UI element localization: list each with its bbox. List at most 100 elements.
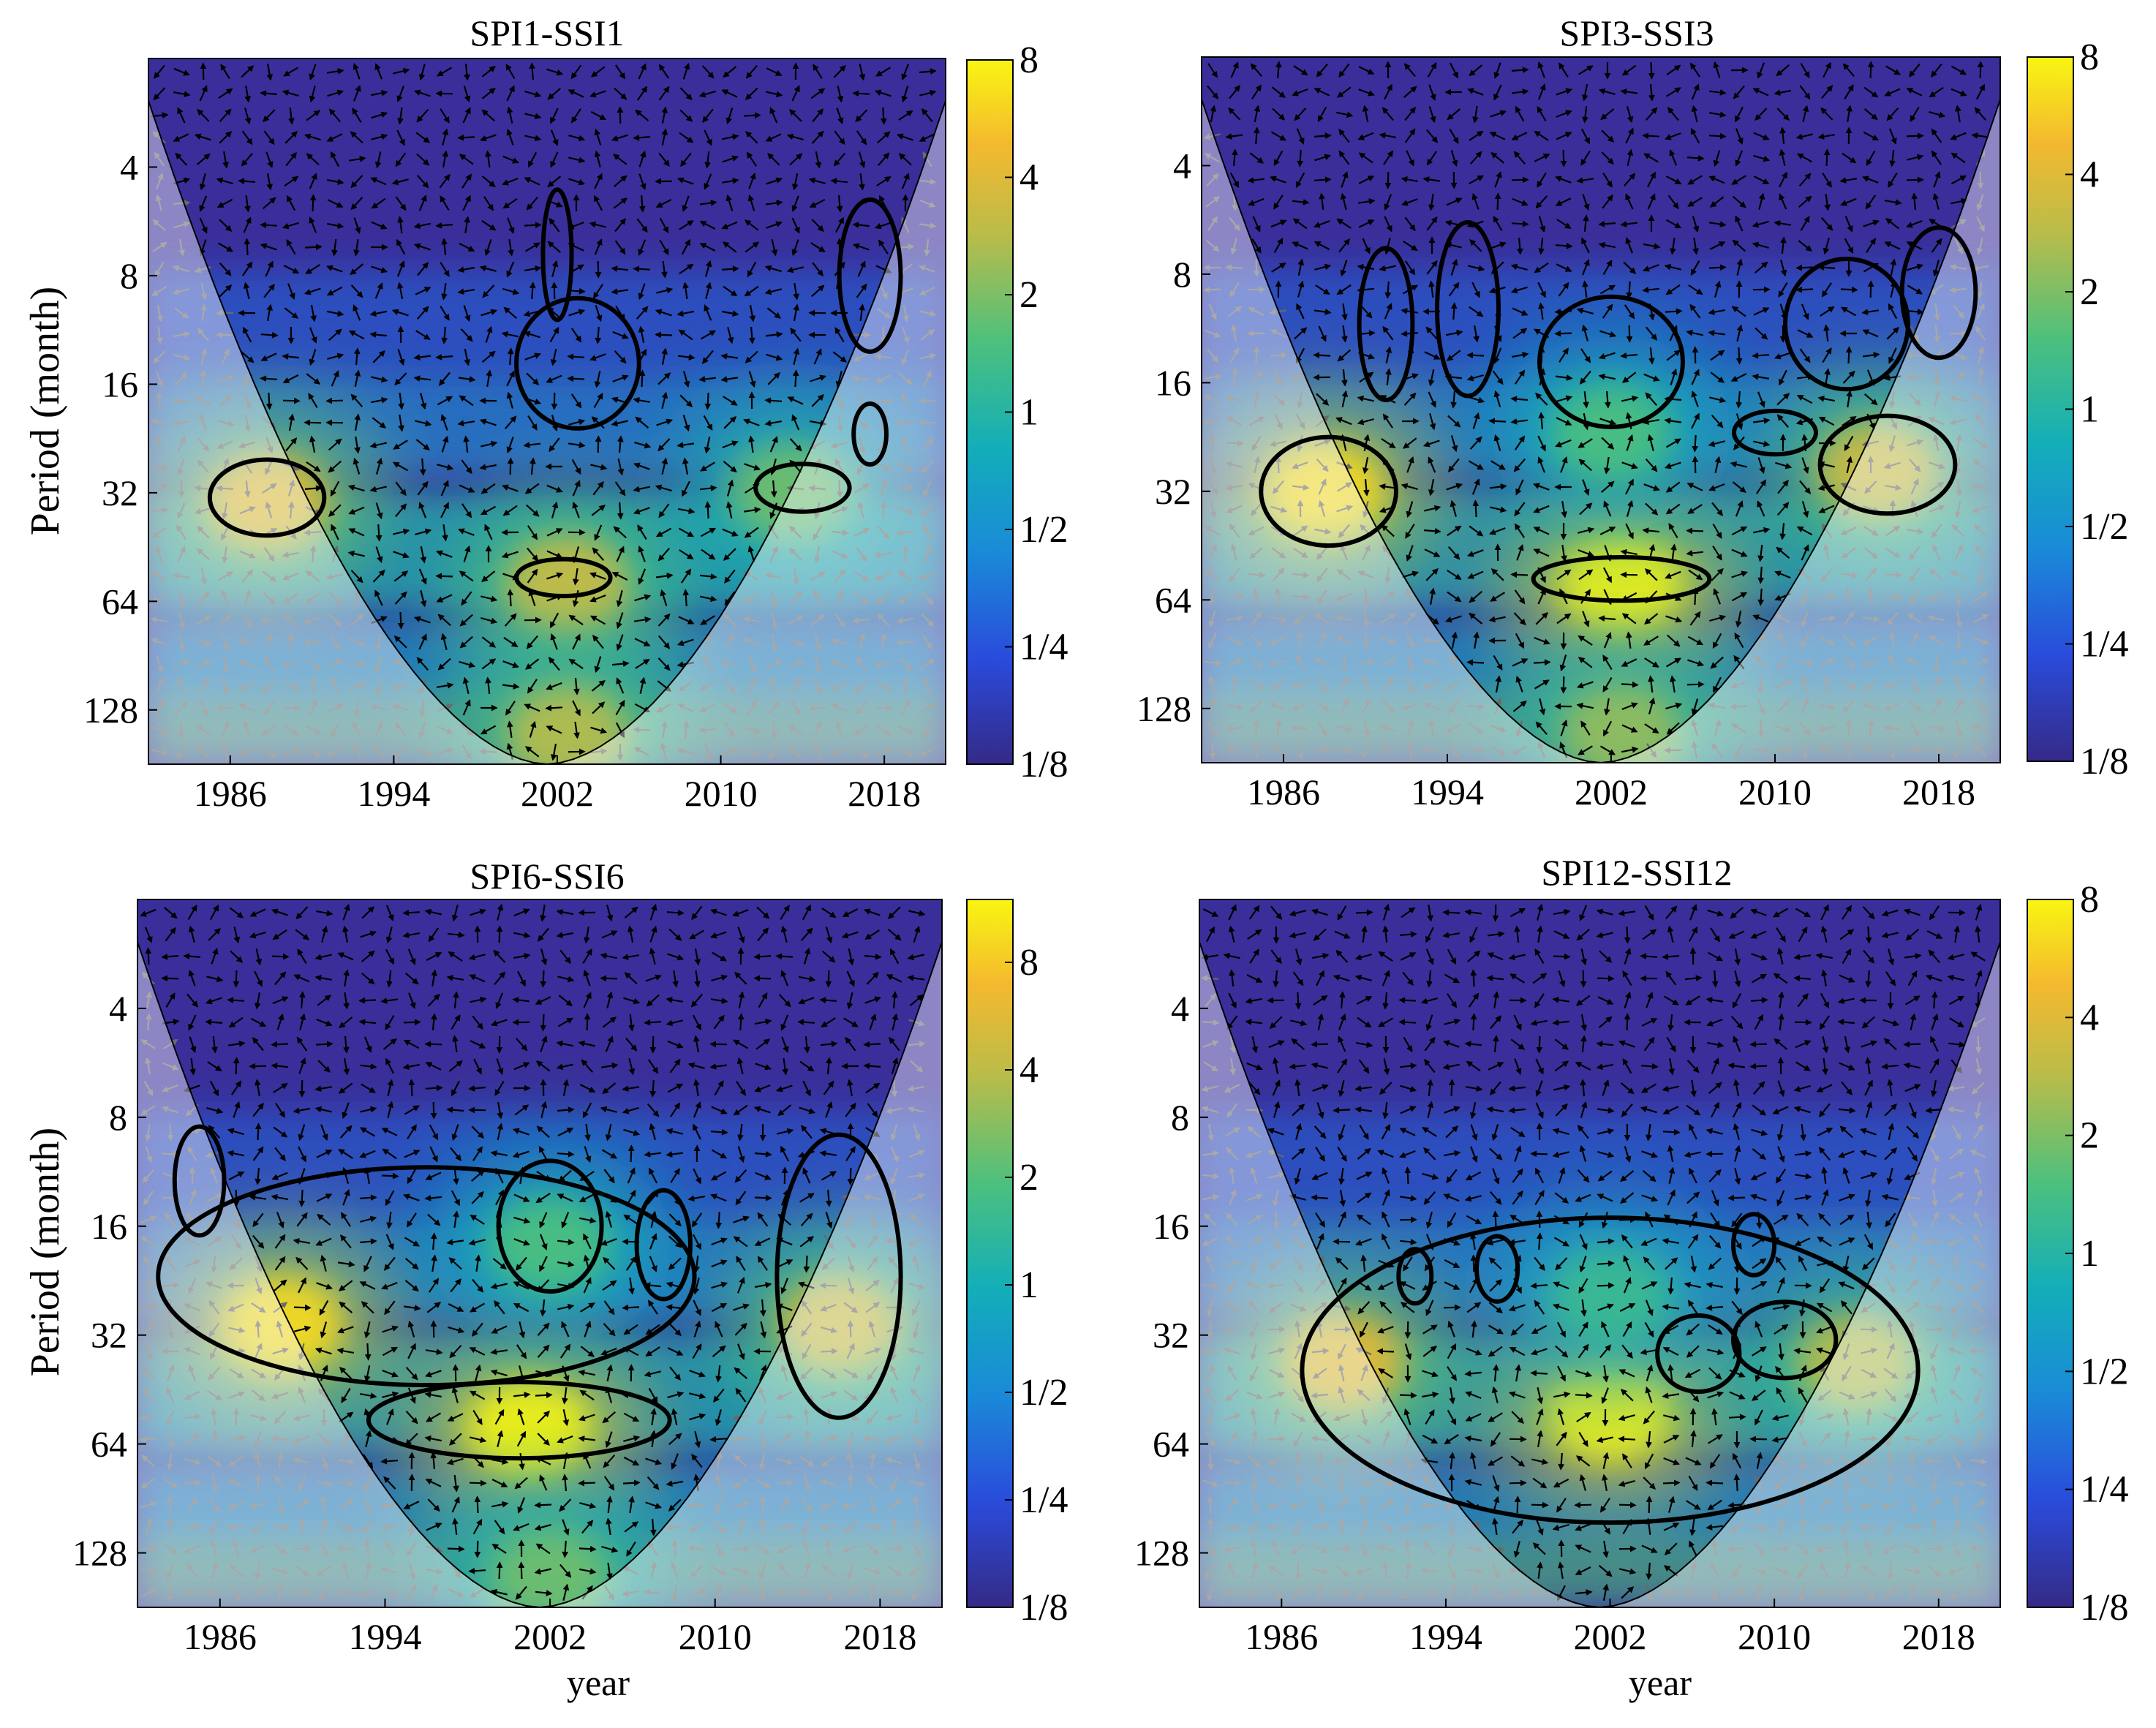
phase-arrow bbox=[765, 133, 782, 142]
phase-arrow bbox=[835, 216, 844, 233]
phase-arrow bbox=[638, 195, 646, 213]
phase-arrow bbox=[570, 64, 582, 80]
phase-arrow bbox=[1686, 681, 1705, 688]
phase-arrow bbox=[375, 524, 382, 542]
phase-arrow bbox=[1466, 352, 1485, 359]
phase-arrow bbox=[196, 153, 211, 165]
phase-arrow bbox=[534, 1501, 552, 1509]
phase-arrow bbox=[155, 194, 162, 211]
phase-arrow bbox=[874, 89, 892, 97]
phase-arrow bbox=[540, 1014, 547, 1032]
phase-arrow bbox=[676, 177, 694, 185]
phase-arrow bbox=[1708, 264, 1727, 271]
phase-arrow bbox=[266, 173, 274, 191]
phase-arrow bbox=[1903, 1041, 1921, 1048]
phase-arrow bbox=[617, 106, 624, 124]
panel-title: SPI12-SSI12 bbox=[1541, 852, 1732, 893]
phase-arrow bbox=[836, 107, 844, 125]
phase-arrow bbox=[481, 109, 496, 122]
phase-arrow bbox=[1735, 347, 1743, 365]
phase-arrow bbox=[154, 151, 165, 167]
phase-arrow bbox=[199, 195, 208, 212]
phase-arrow bbox=[1554, 330, 1572, 337]
phase-arrow bbox=[788, 108, 802, 122]
y-tick-label: 32 bbox=[102, 472, 138, 513]
phase-arrow bbox=[786, 133, 804, 140]
x-tick-label: 1994 bbox=[348, 1616, 421, 1657]
phase-arrow bbox=[241, 152, 254, 167]
phase-arrow bbox=[1376, 1348, 1395, 1355]
phase-arrow bbox=[833, 64, 846, 78]
phase-arrow bbox=[309, 173, 317, 189]
phase-arrow bbox=[704, 129, 712, 146]
phase-arrow bbox=[1867, 280, 1874, 298]
phase-arrow bbox=[1531, 1501, 1549, 1509]
phase-arrow bbox=[571, 108, 581, 124]
phase-arrow bbox=[306, 110, 321, 121]
phase-arrow bbox=[440, 108, 450, 124]
phase-arrow bbox=[199, 85, 208, 102]
phase-arrow bbox=[175, 152, 188, 166]
phase-arrow bbox=[746, 151, 758, 167]
colorbar-tick-label: 1/8 bbox=[2080, 741, 2128, 782]
x-tick-label: 1986 bbox=[184, 1616, 257, 1657]
phase-arrow bbox=[161, 975, 179, 982]
phase-arrow bbox=[263, 109, 276, 123]
phase-arrow bbox=[328, 108, 341, 123]
phase-arrow bbox=[479, 134, 497, 142]
phase-arrow bbox=[921, 108, 933, 123]
phase-arrow bbox=[747, 194, 755, 211]
phase-arrow bbox=[622, 1479, 641, 1487]
phase-arrow bbox=[765, 200, 783, 206]
phase-arrow bbox=[435, 222, 453, 229]
x-tick-label: 2010 bbox=[1738, 771, 1812, 812]
colorbar-tick-label: 8 bbox=[2080, 37, 2099, 78]
phase-arrow bbox=[1867, 61, 1874, 79]
phase-arrow bbox=[898, 110, 913, 121]
phase-arrow bbox=[327, 89, 344, 97]
phase-arrow bbox=[622, 1304, 640, 1311]
phase-arrow bbox=[216, 198, 233, 208]
x-tick-label: 2010 bbox=[1738, 1616, 1811, 1657]
phase-arrow bbox=[589, 221, 606, 228]
y-tick-label: 16 bbox=[1153, 1206, 1189, 1247]
phase-arrow bbox=[919, 133, 935, 142]
phase-arrow bbox=[1708, 132, 1727, 140]
phase-arrow bbox=[309, 194, 317, 212]
phase-arrow bbox=[1470, 1013, 1477, 1031]
phase-arrow bbox=[222, 151, 229, 169]
phase-arrow bbox=[1333, 1106, 1351, 1114]
phase-arrow bbox=[216, 177, 233, 185]
phase-arrow bbox=[919, 178, 937, 185]
phase-arrow bbox=[659, 217, 669, 234]
y-tick-label: 8 bbox=[1171, 1097, 1189, 1138]
phase-arrow bbox=[858, 151, 866, 169]
y-tick-label: 8 bbox=[1173, 254, 1191, 295]
x-tick-label: 2010 bbox=[679, 1616, 752, 1657]
phase-arrow bbox=[353, 217, 361, 235]
phase-arrow bbox=[415, 132, 431, 143]
x-axis-label: year bbox=[1629, 1662, 1692, 1703]
phase-arrow bbox=[791, 195, 799, 212]
phase-arrow bbox=[812, 108, 824, 123]
phase-arrow bbox=[551, 392, 558, 410]
colorbar-tick-label: 2 bbox=[2080, 1115, 2099, 1157]
phase-arrow bbox=[260, 90, 278, 97]
phase-arrow bbox=[658, 152, 670, 167]
phase-arrow bbox=[306, 153, 320, 166]
panel-title: SPI1-SSI1 bbox=[470, 12, 624, 53]
phase-arrow bbox=[1472, 499, 1480, 518]
phase-arrow bbox=[1510, 571, 1529, 578]
phase-arrow bbox=[1450, 302, 1458, 320]
x-tick-label: 2002 bbox=[521, 773, 594, 814]
colorbar-tick-label: 8 bbox=[1019, 942, 1039, 984]
colorbar-tick-label: 1/2 bbox=[2080, 506, 2128, 548]
phase-arrow bbox=[502, 197, 518, 209]
phase-arrow bbox=[153, 87, 166, 101]
phase-arrow bbox=[288, 107, 295, 125]
phase-arrow bbox=[578, 1545, 597, 1552]
x-tick-label: 2018 bbox=[848, 773, 921, 814]
phase-arrow bbox=[815, 151, 822, 169]
